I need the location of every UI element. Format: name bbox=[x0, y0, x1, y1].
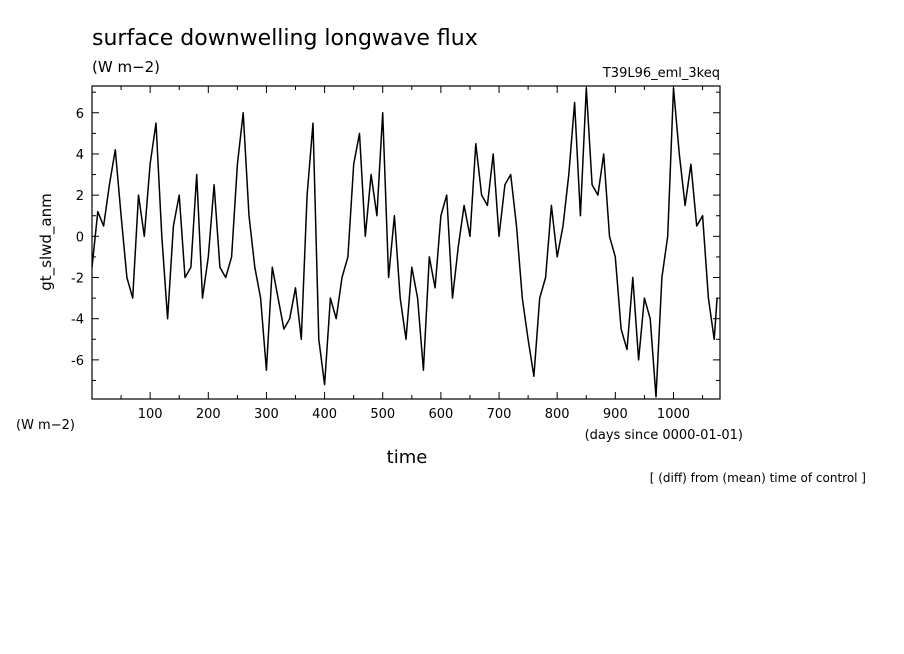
x-tick-label: 100 bbox=[138, 407, 163, 422]
x-tick-label: 1000 bbox=[657, 407, 690, 422]
x-tick-label: 700 bbox=[487, 407, 512, 422]
x-tick-label: 400 bbox=[312, 407, 337, 422]
y-tick-label: -6 bbox=[71, 354, 84, 369]
y-tick-label: 6 bbox=[76, 107, 84, 122]
y-tick-label: 2 bbox=[76, 189, 84, 204]
y-axis-units: (W m−2) bbox=[16, 418, 75, 433]
series-line bbox=[91, 87, 718, 398]
chart-title: surface downwelling longwave flux bbox=[92, 26, 478, 51]
x-tick-label: 200 bbox=[196, 407, 221, 422]
x-axis-label: time bbox=[387, 447, 428, 468]
footnote: [ (diff) from (mean) time of control ] bbox=[650, 471, 866, 485]
x-tick-label: 600 bbox=[428, 407, 453, 422]
y-tick-labels: -6 -4 -2 0 2 4 6 bbox=[71, 107, 84, 369]
x-axis-units: (days since 0000-01-01) bbox=[585, 428, 743, 443]
y-axis-label: gt_slwd_anm bbox=[37, 193, 56, 291]
plot-frame bbox=[91, 85, 721, 400]
y-tick-label: -2 bbox=[71, 272, 84, 287]
run-label: T39L96_eml_3keq bbox=[602, 66, 720, 81]
x-tick-label: 500 bbox=[370, 407, 395, 422]
y-tick-label: 4 bbox=[76, 148, 84, 163]
y-tick-label: -4 bbox=[71, 313, 84, 328]
x-tick-label: 300 bbox=[254, 407, 279, 422]
x-tick-label: 800 bbox=[545, 407, 570, 422]
x-tick-label: 900 bbox=[603, 407, 628, 422]
units-label: (W m−2) bbox=[92, 58, 160, 76]
x-tick-labels: 100 200 300 400 500 600 700 800 900 1000 bbox=[138, 407, 690, 422]
y-tick-label: 0 bbox=[76, 230, 84, 245]
axis-ticks bbox=[92, 86, 720, 399]
